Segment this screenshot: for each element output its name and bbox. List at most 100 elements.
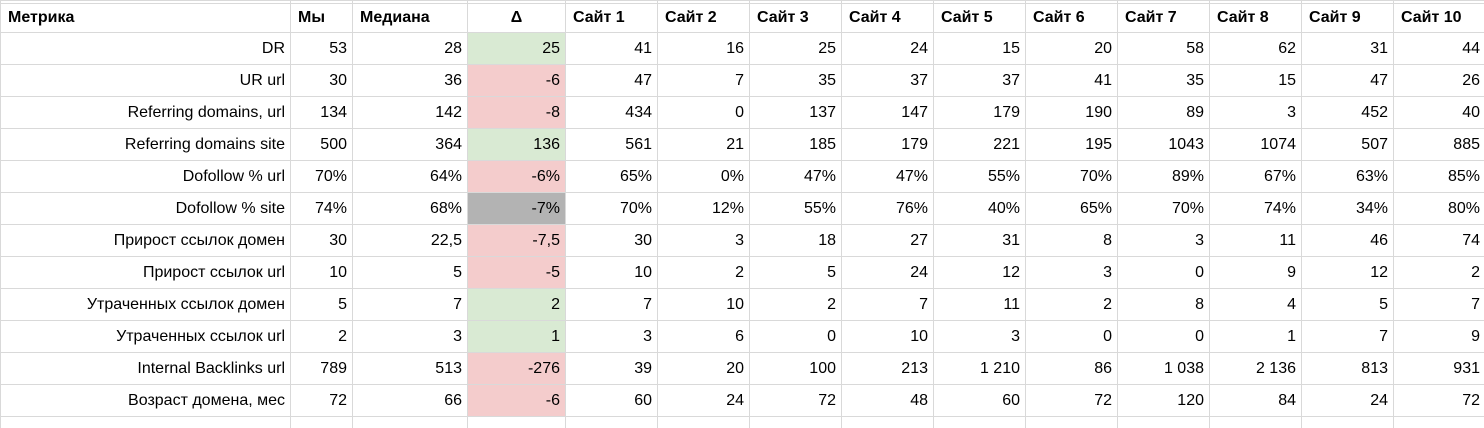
site-10-value-cell[interactable]: 2 — [1393, 256, 1484, 289]
site-1-value-cell[interactable]: 30 — [565, 224, 658, 257]
site-7-value-cell[interactable]: 89 — [1117, 96, 1210, 129]
my-value-cell[interactable]: 72 — [290, 384, 353, 417]
empty-cell[interactable] — [565, 416, 658, 428]
site-10-value-cell[interactable]: 80% — [1393, 192, 1484, 225]
site-8-value-cell[interactable]: 1 — [1209, 320, 1302, 353]
site-5-value-cell[interactable]: 1 210 — [933, 352, 1026, 385]
site-1-value-cell[interactable]: 10 — [565, 256, 658, 289]
site-2-value-cell[interactable]: 3 — [657, 224, 750, 257]
site-3-value-cell[interactable]: 0 — [749, 320, 842, 353]
column-header-median[interactable]: Медиана — [352, 3, 468, 33]
site-10-value-cell[interactable]: 931 — [1393, 352, 1484, 385]
site-5-value-cell[interactable]: 40% — [933, 192, 1026, 225]
site-2-value-cell[interactable]: 24 — [657, 384, 750, 417]
site-7-value-cell[interactable]: 1 038 — [1117, 352, 1210, 385]
site-4-value-cell[interactable]: 27 — [841, 224, 934, 257]
column-header-site10[interactable]: Сайт 10 — [1393, 3, 1484, 33]
delta-value-cell[interactable]: -7,5 — [467, 224, 566, 257]
delta-value-cell[interactable]: -7% — [467, 192, 566, 225]
site-1-value-cell[interactable]: 65% — [565, 160, 658, 193]
site-7-value-cell[interactable]: 0 — [1117, 256, 1210, 289]
site-7-value-cell[interactable]: 35 — [1117, 64, 1210, 97]
site-6-value-cell[interactable]: 0 — [1025, 320, 1118, 353]
empty-cell[interactable] — [1301, 416, 1394, 428]
delta-value-cell[interactable]: -6 — [467, 384, 566, 417]
column-header-delta[interactable]: Δ — [467, 3, 566, 33]
site-2-value-cell[interactable]: 0 — [657, 96, 750, 129]
my-value-cell[interactable]: 10 — [290, 256, 353, 289]
my-value-cell[interactable]: 789 — [290, 352, 353, 385]
site-3-value-cell[interactable]: 137 — [749, 96, 842, 129]
metric-cell[interactable]: Referring domains site — [0, 128, 291, 161]
site-5-value-cell[interactable]: 37 — [933, 64, 1026, 97]
site-9-value-cell[interactable]: 24 — [1301, 384, 1394, 417]
empty-cell[interactable] — [0, 416, 291, 428]
my-value-cell[interactable]: 30 — [290, 224, 353, 257]
site-9-value-cell[interactable]: 507 — [1301, 128, 1394, 161]
site-4-value-cell[interactable]: 48 — [841, 384, 934, 417]
metric-cell[interactable]: Dofollow % site — [0, 192, 291, 225]
site-9-value-cell[interactable]: 452 — [1301, 96, 1394, 129]
site-6-value-cell[interactable]: 72 — [1025, 384, 1118, 417]
site-4-value-cell[interactable]: 10 — [841, 320, 934, 353]
empty-cell[interactable] — [352, 416, 468, 428]
site-3-value-cell[interactable]: 5 — [749, 256, 842, 289]
my-value-cell[interactable]: 5 — [290, 288, 353, 321]
site-9-value-cell[interactable]: 31 — [1301, 32, 1394, 65]
site-7-value-cell[interactable]: 70% — [1117, 192, 1210, 225]
site-5-value-cell[interactable]: 31 — [933, 224, 1026, 257]
column-header-my[interactable]: Мы — [290, 3, 353, 33]
site-10-value-cell[interactable]: 9 — [1393, 320, 1484, 353]
column-header-site3[interactable]: Сайт 3 — [749, 3, 842, 33]
site-1-value-cell[interactable]: 434 — [565, 96, 658, 129]
site-3-value-cell[interactable]: 55% — [749, 192, 842, 225]
site-4-value-cell[interactable]: 147 — [841, 96, 934, 129]
site-3-value-cell[interactable]: 2 — [749, 288, 842, 321]
site-10-value-cell[interactable]: 26 — [1393, 64, 1484, 97]
delta-value-cell[interactable]: -6% — [467, 160, 566, 193]
site-1-value-cell[interactable]: 70% — [565, 192, 658, 225]
site-4-value-cell[interactable]: 47% — [841, 160, 934, 193]
site-10-value-cell[interactable]: 72 — [1393, 384, 1484, 417]
site-7-value-cell[interactable]: 120 — [1117, 384, 1210, 417]
my-value-cell[interactable]: 74% — [290, 192, 353, 225]
site-9-value-cell[interactable]: 7 — [1301, 320, 1394, 353]
median-value-cell[interactable]: 28 — [352, 32, 468, 65]
site-10-value-cell[interactable]: 40 — [1393, 96, 1484, 129]
site-7-value-cell[interactable]: 89% — [1117, 160, 1210, 193]
site-2-value-cell[interactable]: 21 — [657, 128, 750, 161]
median-value-cell[interactable]: 364 — [352, 128, 468, 161]
my-value-cell[interactable]: 70% — [290, 160, 353, 193]
site-1-value-cell[interactable]: 39 — [565, 352, 658, 385]
site-8-value-cell[interactable]: 74% — [1209, 192, 1302, 225]
site-6-value-cell[interactable]: 20 — [1025, 32, 1118, 65]
median-value-cell[interactable]: 36 — [352, 64, 468, 97]
empty-cell[interactable] — [290, 416, 353, 428]
site-4-value-cell[interactable]: 7 — [841, 288, 934, 321]
median-value-cell[interactable]: 5 — [352, 256, 468, 289]
site-5-value-cell[interactable]: 55% — [933, 160, 1026, 193]
column-header-site6[interactable]: Сайт 6 — [1025, 3, 1118, 33]
site-4-value-cell[interactable]: 76% — [841, 192, 934, 225]
site-3-value-cell[interactable]: 100 — [749, 352, 842, 385]
site-6-value-cell[interactable]: 70% — [1025, 160, 1118, 193]
my-value-cell[interactable]: 500 — [290, 128, 353, 161]
site-2-value-cell[interactable]: 12% — [657, 192, 750, 225]
site-10-value-cell[interactable]: 85% — [1393, 160, 1484, 193]
site-7-value-cell[interactable]: 0 — [1117, 320, 1210, 353]
site-5-value-cell[interactable]: 3 — [933, 320, 1026, 353]
median-value-cell[interactable]: 513 — [352, 352, 468, 385]
site-5-value-cell[interactable]: 179 — [933, 96, 1026, 129]
site-2-value-cell[interactable]: 7 — [657, 64, 750, 97]
empty-cell[interactable] — [841, 416, 934, 428]
site-2-value-cell[interactable]: 16 — [657, 32, 750, 65]
site-7-value-cell[interactable]: 8 — [1117, 288, 1210, 321]
my-value-cell[interactable]: 134 — [290, 96, 353, 129]
metric-cell[interactable]: Возраст домена, мес — [0, 384, 291, 417]
column-header-site9[interactable]: Сайт 9 — [1301, 3, 1394, 33]
delta-value-cell[interactable]: 25 — [467, 32, 566, 65]
site-3-value-cell[interactable]: 47% — [749, 160, 842, 193]
site-6-value-cell[interactable]: 195 — [1025, 128, 1118, 161]
metric-cell[interactable]: DR — [0, 32, 291, 65]
delta-value-cell[interactable]: -5 — [467, 256, 566, 289]
